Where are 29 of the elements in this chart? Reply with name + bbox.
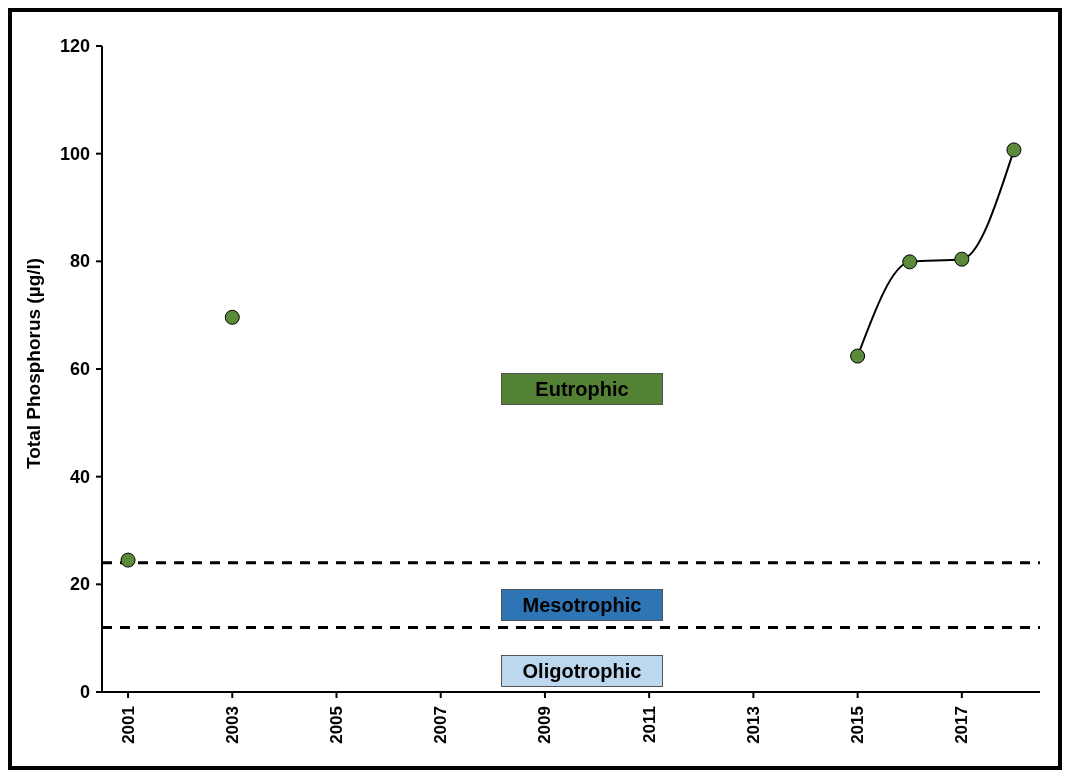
annotation: Oligotrophic [522, 660, 642, 682]
y-tick-label: 40 [69, 466, 90, 487]
point [902, 254, 918, 270]
x-tick-label: 2015 [848, 706, 868, 744]
point [120, 552, 136, 568]
label-box: Mesotrophic [501, 589, 663, 621]
x-tick-label: 2005 [327, 706, 346, 744]
point [224, 309, 240, 325]
annotation: Eutrophic [535, 378, 629, 400]
y-tick-label: 80 [69, 251, 90, 272]
y-tick-label: 100 [59, 143, 90, 164]
x-tick-label: 2001 [118, 706, 138, 744]
point [850, 348, 866, 364]
y-tick-label: 0 [79, 682, 90, 702]
x-tick-label: 2017 [952, 706, 972, 744]
y-axis-title: Total Phosphorus (µg/l) [22, 257, 44, 469]
x-tick-label: 2003 [222, 706, 242, 744]
label-box: Oligotrophic [501, 655, 663, 687]
label-box: Eutrophic [501, 373, 663, 405]
y-tick-label: 120 [59, 36, 90, 56]
x-tick-label: 2009 [535, 706, 555, 744]
point [954, 251, 970, 267]
x-tick-label: 2013 [743, 706, 763, 744]
x-tick-label: 2011 [639, 706, 659, 743]
annotation: Mesotrophic [522, 594, 642, 616]
x-tick-label: 2007 [431, 706, 451, 744]
y-tick-label: 60 [69, 359, 90, 379]
y-tick-label: 20 [69, 574, 90, 595]
point [1006, 142, 1022, 158]
